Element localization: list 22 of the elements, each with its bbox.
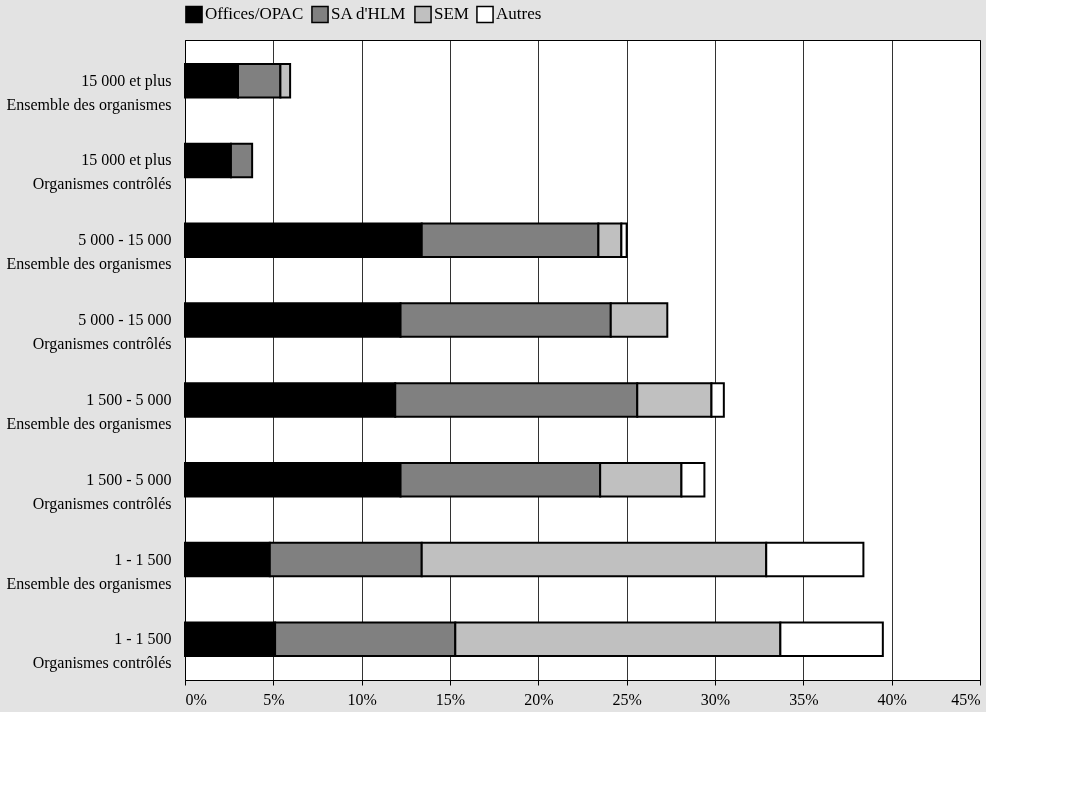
y-tick-label: 15 000 et plus Ensemble des organismes: [6, 71, 172, 114]
legend-label: SA d'HLM: [331, 4, 406, 24]
y-tick-label: 15 000 et plus Organismes contrôlés: [32, 151, 172, 194]
x-tick-label: 5%: [263, 690, 285, 708]
x-tick-label: 40%: [877, 690, 907, 708]
legend-label: Autres: [496, 4, 542, 24]
x-tick-label: 30%: [700, 690, 731, 708]
x-tick-label: 0%: [185, 690, 207, 708]
legend-label: SEM: [434, 4, 469, 24]
legend-label: Offices/OPAC: [205, 4, 304, 24]
x-tick-label: 25%: [612, 690, 642, 708]
y-tick-label: 1 500 - 5 000 Organismes contrôlés: [32, 470, 172, 513]
x-tick-label: 10%: [347, 690, 377, 708]
y-tick-label: 1 - 1 500 Organismes contrôlés: [32, 630, 172, 673]
y-tick-label: 5 000 - 15 000 Organismes contrôlés: [32, 311, 172, 354]
x-tick-label: 15%: [435, 690, 466, 708]
y-tick-label: 1 - 1 500 Ensemble des organismes: [6, 550, 172, 593]
x-tick-label: 20%: [524, 690, 554, 708]
y-tick-label: 5 000 - 15 000 Ensemble des organismes: [6, 231, 172, 274]
x-tick-label: 35%: [789, 690, 819, 708]
y-tick-label: 1 500 - 5 000 Ensemble des organismes: [6, 390, 172, 433]
x-tick-label: 45%: [951, 690, 981, 708]
